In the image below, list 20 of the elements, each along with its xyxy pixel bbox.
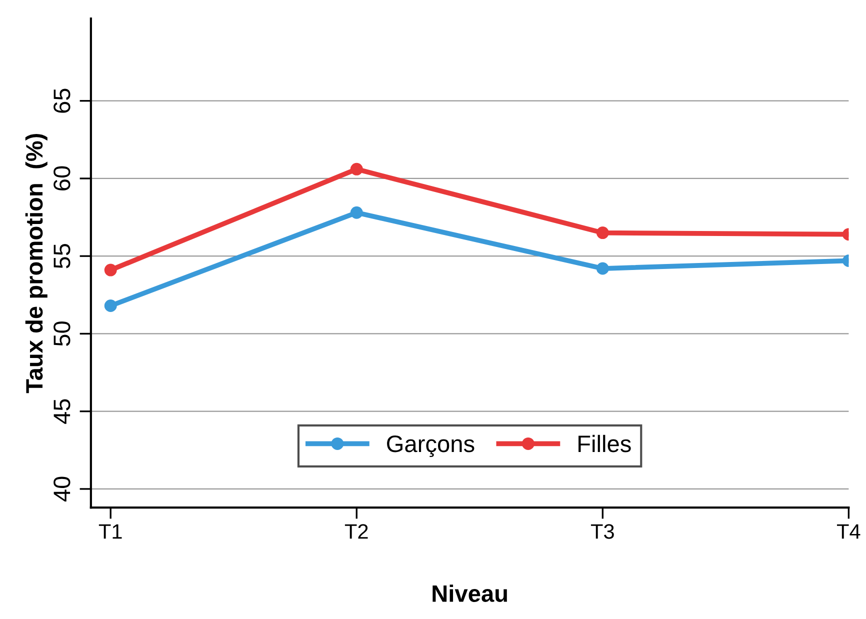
y-axis-title: Taux de promotion (%) (25, 134, 48, 394)
x-tick-label: T3 (590, 524, 614, 539)
legend-label: Filles (578, 434, 631, 452)
y-tick-label: 45 (54, 399, 70, 424)
point (350, 162, 363, 176)
point (350, 206, 363, 219)
legend-label: Garçons (387, 436, 474, 457)
y-tick-label: 40 (54, 476, 70, 502)
point (596, 226, 609, 240)
x-tick-label: T4 (836, 524, 860, 539)
y-tick-label: 55 (54, 244, 70, 268)
point (596, 262, 609, 275)
x-tick-label: T1 (98, 524, 122, 539)
point (104, 300, 117, 312)
x-tick-label: T2 (344, 524, 368, 539)
point (104, 264, 117, 276)
y-tick-label: 65 (54, 88, 70, 113)
x-axis-title: Niveau (432, 584, 507, 602)
y-tick-label: 60 (54, 166, 70, 190)
y-tick-label: 50 (54, 322, 70, 346)
